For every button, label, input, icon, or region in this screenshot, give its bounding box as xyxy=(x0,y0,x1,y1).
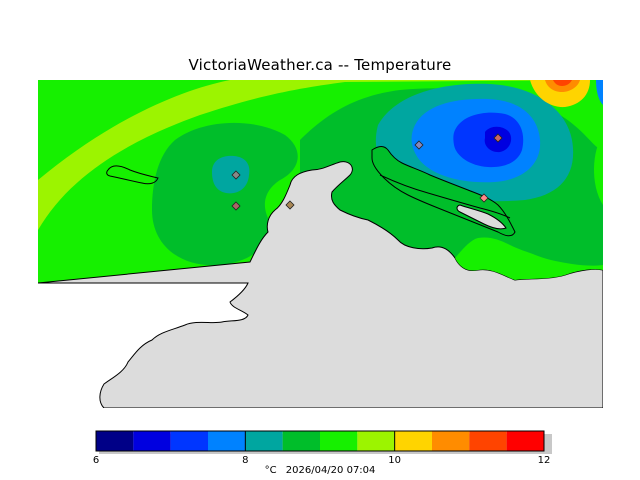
colorbar-bin xyxy=(245,431,283,451)
station-marker[interactable] xyxy=(285,200,295,210)
station-marker[interactable] xyxy=(479,193,489,203)
colorbar-bin xyxy=(96,431,134,451)
colorbar-tick-label: 6 xyxy=(92,455,100,466)
station-marker[interactable] xyxy=(493,133,503,143)
field-green-e xyxy=(593,135,603,205)
field-blue-ne xyxy=(596,80,603,105)
field-warm3-ne xyxy=(553,80,572,86)
field-midgreen-west xyxy=(152,122,298,266)
field-green-west xyxy=(38,80,230,180)
colorbar-tick-label: 8 xyxy=(242,455,249,466)
colorbar-ticks xyxy=(95,431,545,451)
colorbar-bin xyxy=(282,431,320,451)
colorbar-bin xyxy=(506,431,544,451)
station-markers xyxy=(231,133,503,211)
station-marker[interactable] xyxy=(414,140,424,150)
colorbar-tick-label: 10 xyxy=(388,455,402,466)
coastline-inner xyxy=(456,204,507,230)
station-marker[interactable] xyxy=(231,170,241,180)
colorbar-bin xyxy=(357,431,395,451)
coastline-west xyxy=(106,165,159,185)
map-area xyxy=(38,80,603,408)
colorbar-bin xyxy=(208,431,246,451)
coastline-strait xyxy=(379,174,511,219)
unit-label: °C xyxy=(264,465,277,476)
field-teal-west xyxy=(212,155,250,194)
colorbar-bin xyxy=(133,431,171,451)
colorbar-tick-label: 12 xyxy=(537,455,551,466)
caption: °C 2026/04/20 07:04 xyxy=(0,465,640,476)
colorbar-bin xyxy=(394,431,432,451)
field-warm2-ne xyxy=(545,80,580,92)
colorbar-bin xyxy=(320,431,358,451)
timestamp: 2026/04/20 07:04 xyxy=(285,465,376,476)
land-peninsula-green xyxy=(455,237,603,280)
colorbar-bin xyxy=(170,431,208,451)
colorbar-bin xyxy=(432,431,470,451)
station-marker[interactable] xyxy=(231,201,241,211)
colorbar-bin xyxy=(469,431,507,451)
map-title: VictoriaWeather.ca -- Temperature xyxy=(188,56,452,74)
colorbar-bins xyxy=(96,431,544,451)
